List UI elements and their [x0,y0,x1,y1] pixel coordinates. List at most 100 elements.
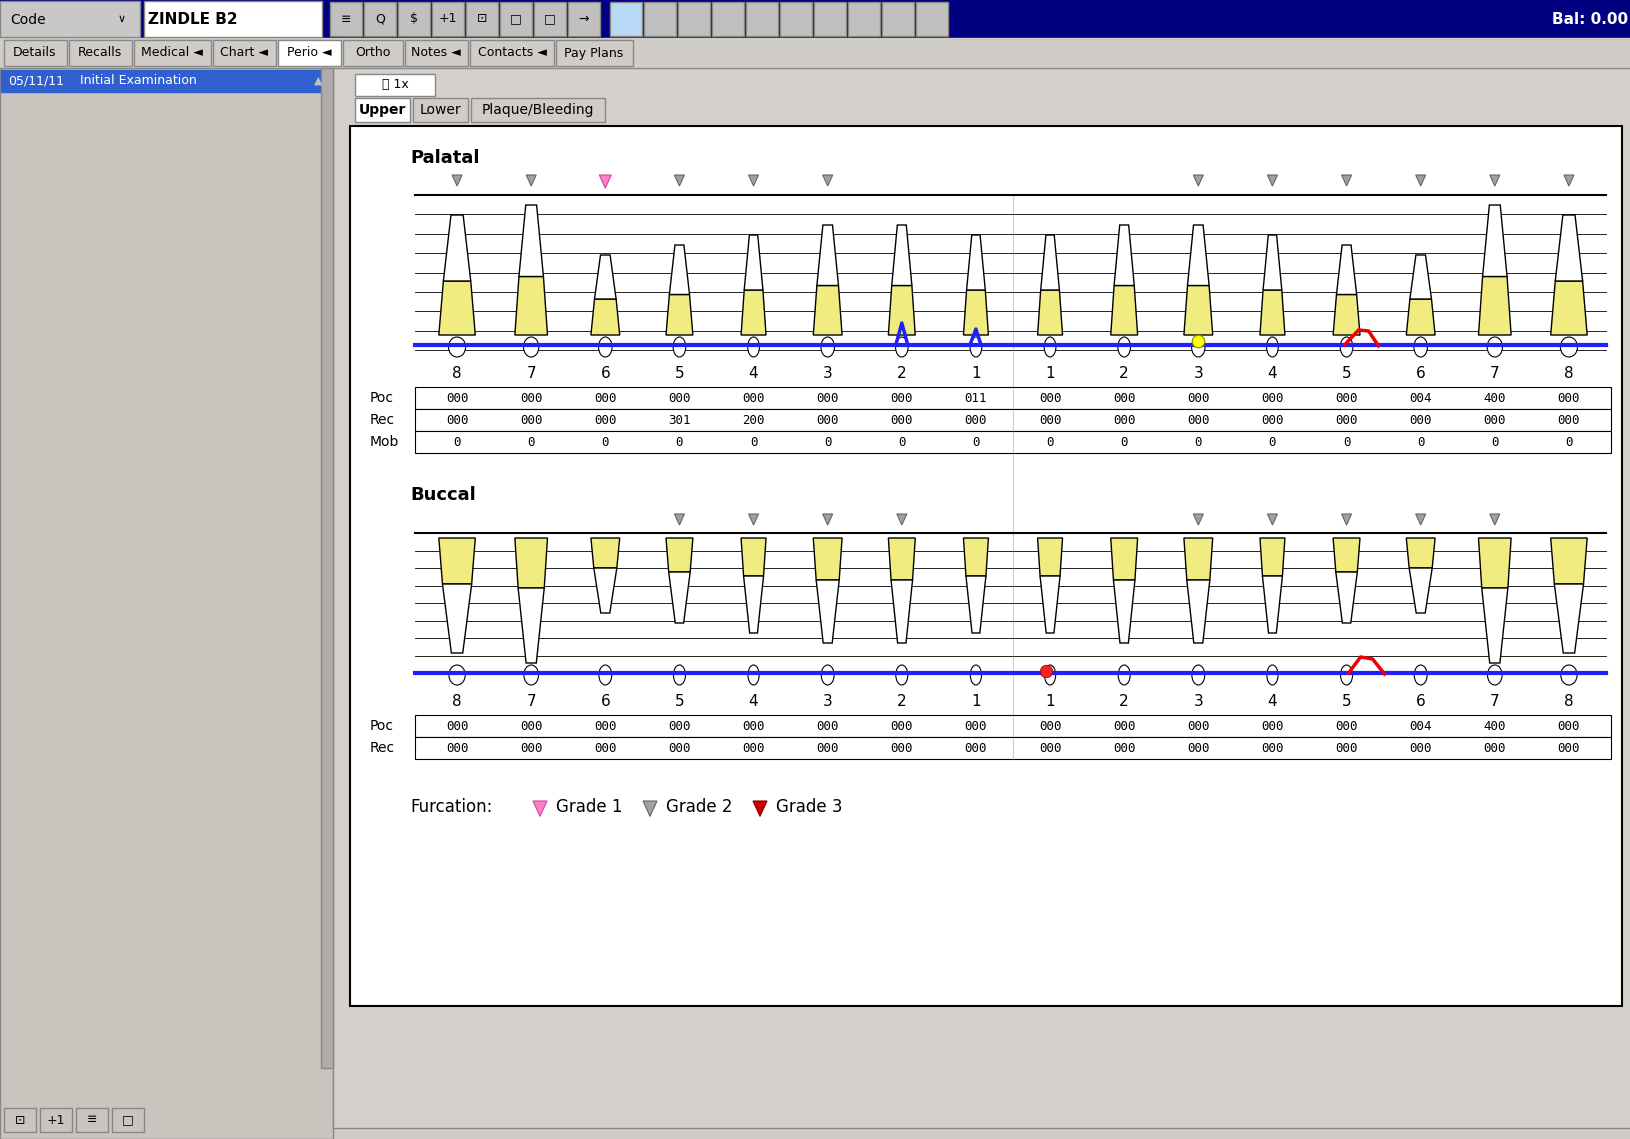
Text: 000: 000 [742,741,764,754]
Ellipse shape [822,665,833,685]
Text: 8: 8 [452,366,461,380]
Text: 5: 5 [1341,366,1351,380]
Polygon shape [897,514,906,525]
Polygon shape [1563,175,1573,186]
Text: 3: 3 [822,694,831,708]
Polygon shape [595,255,616,300]
Text: Grade 1: Grade 1 [556,798,623,816]
Bar [533,2,566,36]
Bar [882,2,913,36]
Text: 8: 8 [1563,694,1573,708]
Ellipse shape [1192,337,1205,357]
Polygon shape [1415,175,1425,186]
Polygon shape [515,538,548,588]
Polygon shape [748,175,758,186]
Bar [779,2,812,36]
Text: 0: 0 [1341,435,1350,449]
Text: 004: 004 [1408,392,1431,404]
Text: 000: 000 [445,720,468,732]
Text: ≡: ≡ [86,1114,98,1126]
Polygon shape [1260,290,1284,335]
Text: 000: 000 [890,413,913,426]
Polygon shape [675,514,685,525]
Text: 0: 0 [526,435,535,449]
Text: 000: 000 [1557,720,1579,732]
Bar [77,1108,108,1132]
Ellipse shape [523,337,538,357]
Polygon shape [1335,572,1356,623]
Ellipse shape [748,665,758,685]
Text: 000: 000 [1408,413,1431,426]
Text: 0: 0 [750,435,756,449]
Ellipse shape [1117,337,1130,357]
Bar [143,1,321,36]
Text: 4: 4 [748,694,758,708]
Text: 000: 000 [1112,741,1134,754]
Text: 301: 301 [668,413,689,426]
Ellipse shape [598,665,611,685]
Polygon shape [593,568,616,613]
Bar [134,40,210,66]
Text: 8: 8 [452,694,461,708]
Text: Details: Details [13,47,57,59]
Polygon shape [1408,255,1431,300]
Text: Grade 2: Grade 2 [665,798,732,816]
Text: 3: 3 [1193,694,1203,708]
Text: 5: 5 [675,366,685,380]
Bar [432,2,463,36]
Polygon shape [1113,226,1133,286]
Polygon shape [1262,235,1281,290]
Text: 0: 0 [1120,435,1128,449]
Text: ▲: ▲ [313,76,323,87]
Bar [112,1108,143,1132]
Text: 200: 200 [742,413,764,426]
Text: Perio ◄: Perio ◄ [287,47,331,59]
Polygon shape [1477,538,1511,588]
Text: 000: 000 [1038,741,1061,754]
Bar [556,40,632,66]
Text: Code: Code [10,13,46,27]
Text: 6: 6 [1415,694,1425,708]
Polygon shape [1193,175,1203,186]
Text: +1: +1 [47,1114,65,1126]
Ellipse shape [1118,665,1130,685]
Text: 000: 000 [1557,392,1579,404]
Bar [0,1,140,36]
Polygon shape [813,286,841,335]
Text: Rec: Rec [370,413,394,427]
Ellipse shape [598,337,611,357]
Text: 000: 000 [817,720,838,732]
Polygon shape [967,235,985,290]
Polygon shape [443,215,471,281]
Text: 0: 0 [453,435,461,449]
Polygon shape [1187,226,1208,286]
Text: 000: 000 [890,720,913,732]
Polygon shape [1183,286,1213,335]
Text: 000: 000 [817,741,838,754]
Text: 🔍 1x: 🔍 1x [381,79,408,91]
Bar [2,69,321,92]
Ellipse shape [820,337,835,357]
Polygon shape [892,226,911,286]
Ellipse shape [1267,337,1278,357]
Text: 000: 000 [1187,741,1209,754]
Polygon shape [590,538,619,568]
Polygon shape [668,572,689,623]
Ellipse shape [970,665,981,685]
Polygon shape [1553,584,1583,653]
Text: 0: 0 [1268,435,1275,449]
Polygon shape [1341,175,1351,186]
Polygon shape [1037,538,1061,576]
Text: 5: 5 [1341,694,1351,708]
Ellipse shape [895,337,908,357]
Polygon shape [753,801,766,817]
Bar [355,98,409,122]
Text: 0: 0 [675,435,683,449]
Text: 4: 4 [1267,694,1276,708]
Text: 000: 000 [1408,741,1431,754]
Polygon shape [1113,580,1134,644]
Ellipse shape [1340,665,1351,685]
Text: 000: 000 [1112,413,1134,426]
Ellipse shape [1192,665,1205,685]
Text: 400: 400 [1483,392,1504,404]
